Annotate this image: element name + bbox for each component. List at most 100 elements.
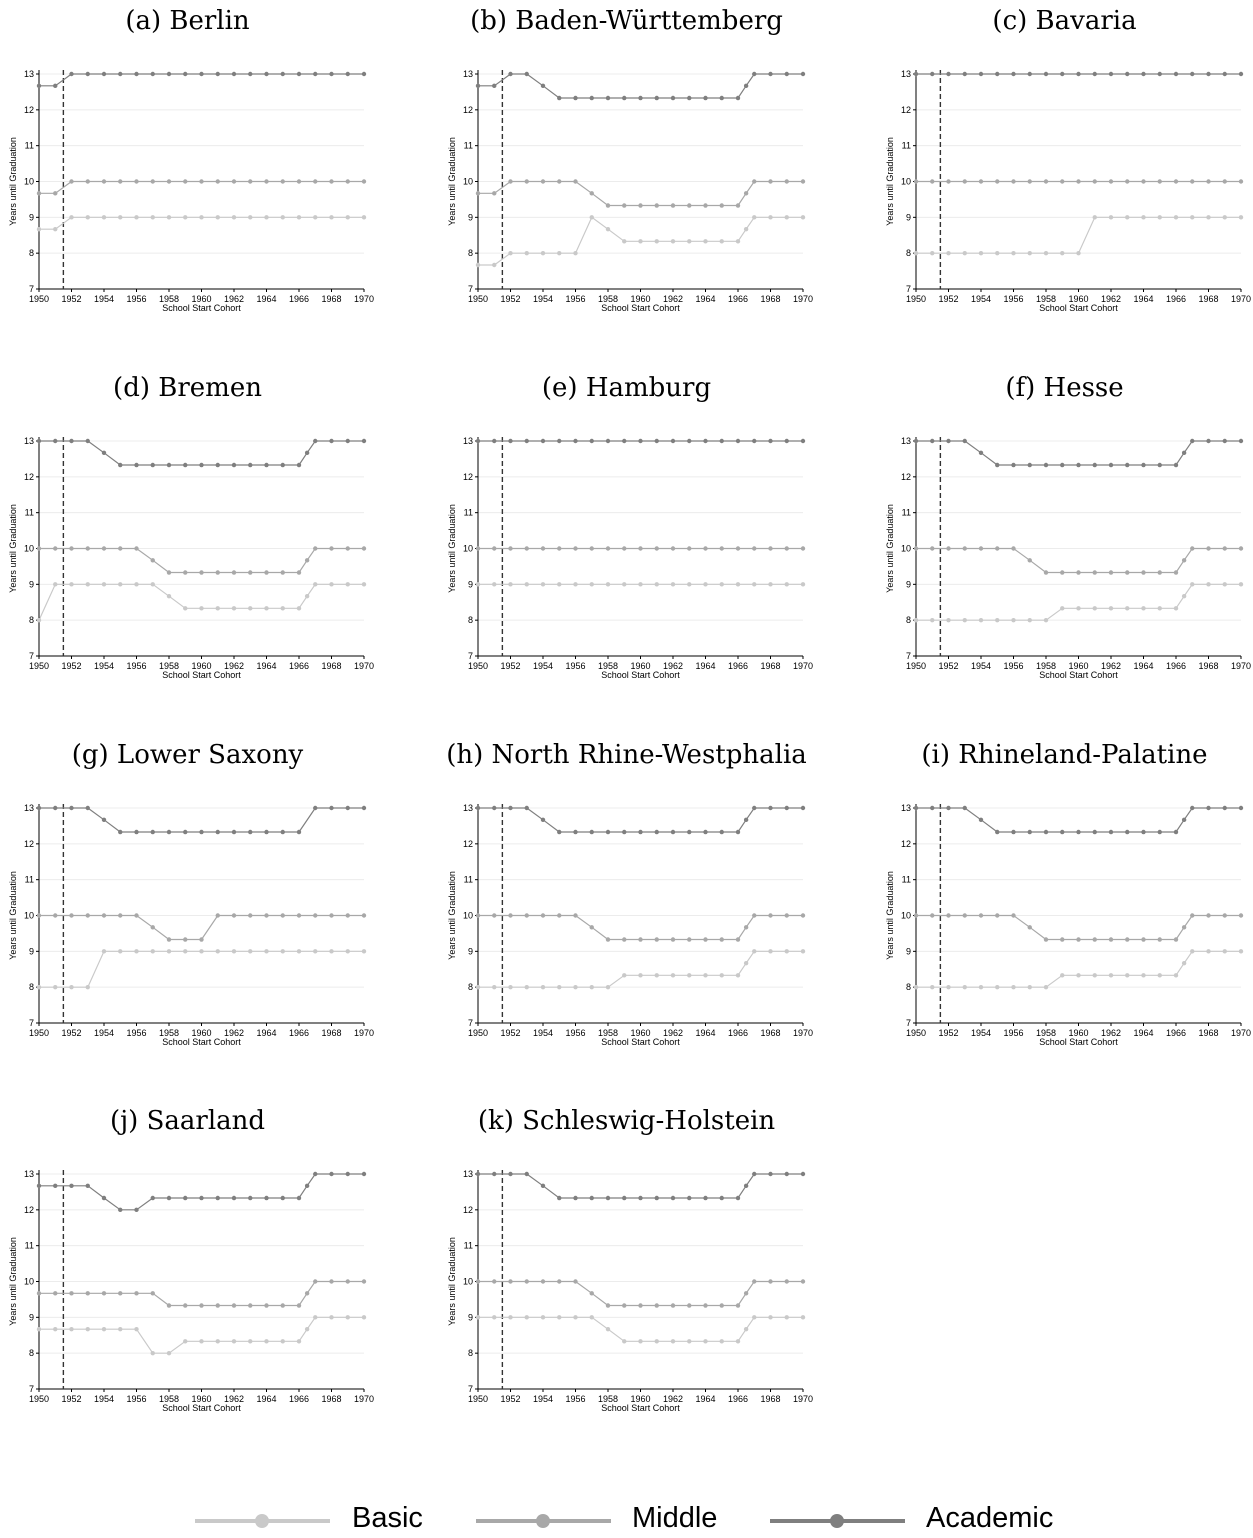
data-point-academic (573, 95, 578, 101)
data-point-basic (215, 606, 220, 611)
data-point-middle (719, 1303, 724, 1308)
series-line-academic (916, 807, 1241, 833)
data-point-middle (573, 1279, 578, 1284)
chart-panel-rhineland-palatine: (i) Rhineland-Palatine 7 8 9 10 11 12 13 1950 195… (877, 737, 1253, 1057)
data-point-basic (345, 582, 350, 587)
data-point-basic (280, 1339, 285, 1344)
data-point-middle (687, 937, 692, 942)
series-line-basic (38, 583, 364, 621)
data-point-academic (85, 1183, 90, 1189)
data-point-academic (166, 71, 172, 77)
data-point-academic (573, 438, 578, 444)
data-point-academic (670, 829, 676, 835)
data-point-basic (978, 250, 984, 256)
x-tick-label: 1968 (760, 1028, 780, 1038)
x-tick-label: 1964 (1133, 1028, 1153, 1038)
y-tick-label: 12 (24, 472, 34, 482)
data-point-basic (53, 984, 58, 990)
data-point-academic (264, 1195, 269, 1201)
series-line-middle (478, 914, 803, 941)
data-point-middle (264, 913, 269, 918)
data-point-academic (1173, 829, 1179, 835)
data-point-middle (118, 1291, 123, 1296)
data-point-academic (735, 1195, 741, 1201)
chart-title: (h) North Rhine-Westphalia (446, 740, 807, 770)
data-point-basic (670, 239, 676, 244)
data-point-middle (85, 179, 90, 184)
data-point-basic (573, 984, 578, 990)
data-point-middle (784, 1279, 789, 1284)
data-point-middle (719, 937, 724, 942)
data-point-academic (540, 1183, 546, 1189)
x-tick-label: 1958 (1036, 1028, 1056, 1038)
data-point-basic (53, 582, 58, 587)
chart-panel-bavaria: (c) Bavaria 7 8 9 10 11 12 13 1950 1952 1954 1956 19… (877, 3, 1253, 323)
x-tick-label: 1950 (468, 294, 488, 304)
data-point-basic (800, 949, 806, 954)
data-point-academic (1108, 71, 1114, 77)
data-point-basic (101, 582, 107, 587)
data-point-basic (296, 1339, 302, 1344)
data-point-academic (329, 71, 334, 77)
y-axis-label: Years until Graduation (447, 504, 457, 593)
data-point-basic (231, 606, 237, 611)
data-point-academic (557, 829, 562, 835)
y-tick-label: 12 (463, 472, 473, 482)
data-point-academic (913, 438, 919, 444)
x-tick-label: 1952 (500, 1394, 520, 1404)
data-point-middle (622, 937, 627, 942)
data-point-academic (1060, 462, 1065, 468)
data-point-basic (475, 262, 481, 268)
data-point-basic (962, 617, 967, 623)
data-point-middle (36, 546, 42, 551)
data-point-basic (199, 606, 204, 611)
x-tick-label: 1962 (663, 1028, 683, 1038)
line-chart: 7 8 9 10 11 12 13 1950 1952 1954 1956 1958 1960 1962 1… (8, 436, 374, 680)
x-tick-label: 1960 (191, 294, 211, 304)
data-point-basic (475, 1315, 481, 1320)
data-point-middle (800, 913, 806, 918)
x-tick-label: 1950 (468, 1394, 488, 1404)
data-point-middle (1206, 179, 1211, 184)
data-point-academic (313, 438, 318, 444)
x-tick-label: 1968 (321, 661, 341, 671)
data-point-basic (85, 215, 90, 220)
data-point-middle (1190, 913, 1195, 918)
x-tick-label: 1954 (971, 661, 991, 671)
chart-panel-hesse: (f) Hesse 7 8 9 10 11 12 13 1950 1952 1954 1956 1958… (877, 370, 1253, 690)
data-point-middle (264, 570, 269, 575)
data-point-academic (101, 71, 107, 77)
data-point-basic (930, 250, 935, 256)
data-point-basic (166, 1350, 172, 1356)
data-point-academic (1173, 71, 1179, 77)
data-point-academic (1238, 805, 1244, 811)
series-line-basic (39, 950, 364, 988)
series-line-basic (478, 216, 803, 266)
data-point-middle (475, 191, 481, 196)
data-point-basic (101, 1326, 107, 1332)
x-tick-label: 1956 (1003, 294, 1023, 304)
data-point-basic (719, 582, 724, 587)
y-tick-label: 10 (901, 177, 911, 187)
y-tick-label: 7 (468, 651, 473, 661)
data-point-academic (492, 805, 497, 811)
data-point-basic (118, 1326, 123, 1332)
data-point-basic (329, 215, 334, 220)
data-point-academic (605, 438, 611, 444)
legend-swatch-basic (195, 1514, 330, 1528)
data-point-basic (199, 215, 204, 220)
series-line-academic (39, 1173, 364, 1211)
x-tick-label: 1958 (598, 1394, 618, 1404)
x-tick-label: 1964 (695, 1394, 715, 1404)
x-tick-label: 1954 (94, 661, 114, 671)
data-point-basic (1141, 973, 1146, 978)
data-point-academic (1027, 462, 1032, 468)
data-point-basic (654, 239, 659, 244)
data-point-academic (134, 1207, 139, 1213)
data-point-middle (1157, 179, 1162, 184)
data-point-basic (800, 582, 806, 587)
y-tick-label: 9 (468, 1312, 473, 1322)
data-point-basic (946, 617, 951, 623)
data-point-middle (53, 913, 58, 918)
data-point-academic (85, 71, 90, 77)
